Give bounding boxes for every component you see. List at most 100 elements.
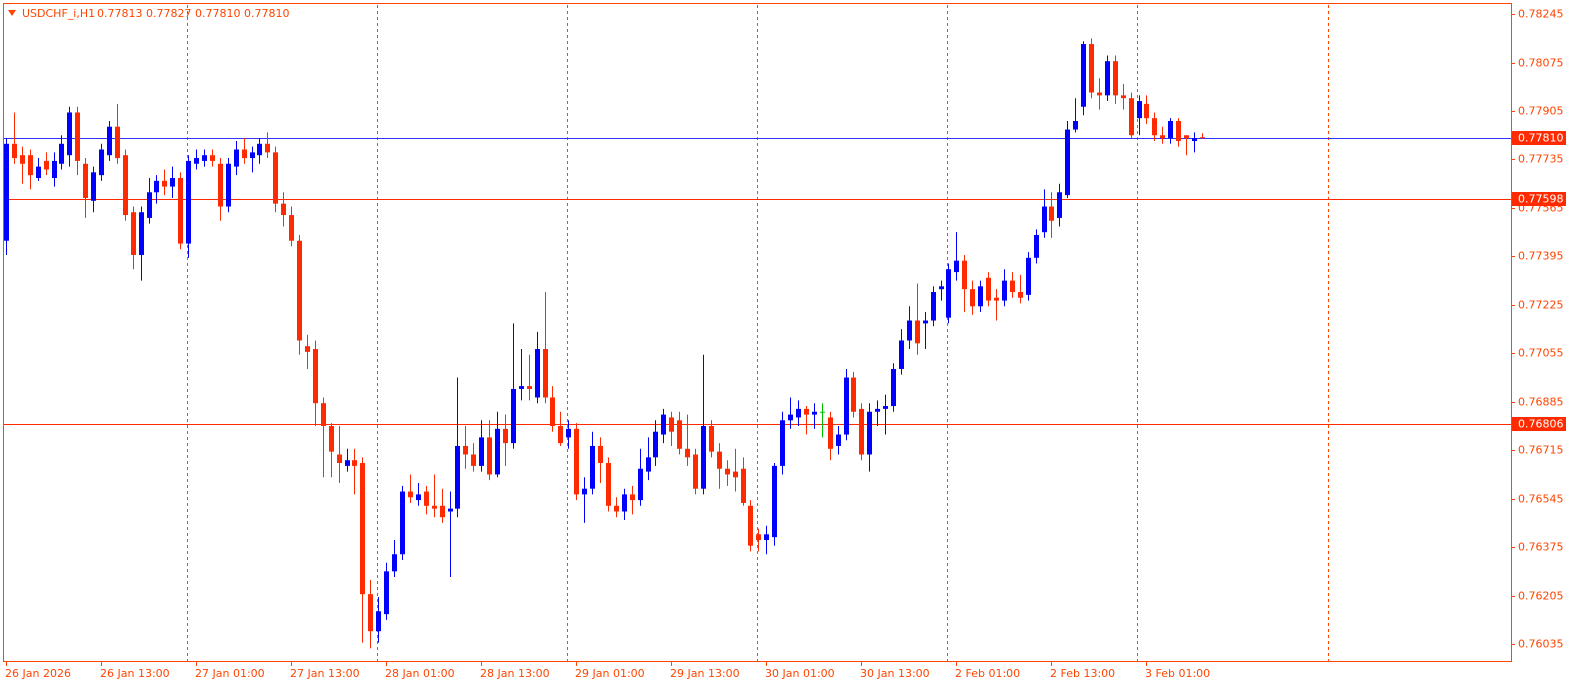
candle-body: [360, 463, 365, 595]
candle-body: [376, 611, 381, 632]
candle-body: [1049, 206, 1054, 221]
price-box: [1512, 192, 1566, 206]
candle-body: [923, 320, 928, 324]
candle-body: [1065, 129, 1070, 196]
candle-body: [162, 180, 167, 187]
candle-body: [392, 554, 397, 572]
candle-body: [836, 434, 841, 446]
candle-body: [733, 471, 738, 478]
candle-body: [210, 155, 215, 161]
candle-body: [661, 414, 666, 435]
x-tick-label: 27 Jan 01:00: [195, 667, 265, 680]
candle-body: [1089, 44, 1094, 93]
x-tick-label: 29 Jan 13:00: [670, 667, 740, 680]
candle-body: [717, 451, 722, 469]
candle-body: [337, 454, 342, 464]
candle-body: [859, 408, 864, 455]
candle-body: [123, 155, 128, 216]
candle-body: [748, 505, 753, 546]
x-tick-label: 26 Jan 2026: [5, 667, 71, 680]
y-tick-label: 0.77735: [1518, 153, 1564, 166]
candle-body: [139, 212, 144, 255]
candle-body: [820, 411, 825, 413]
candle-body: [52, 160, 57, 179]
candle-body: [891, 368, 896, 407]
candle-body: [226, 163, 231, 207]
y-tick-label: 0.77225: [1518, 299, 1564, 312]
candle-body: [329, 425, 334, 452]
candle-body: [907, 320, 912, 341]
x-tick-label: 29 Jan 01:00: [575, 667, 645, 680]
candle-body: [297, 240, 302, 341]
candle-body: [352, 460, 357, 466]
candle-body: [1184, 135, 1189, 139]
candle-body: [709, 425, 714, 452]
candle-body: [590, 445, 595, 489]
candle-body: [780, 420, 785, 466]
candle-body: [939, 286, 944, 290]
candle-body: [931, 292, 936, 321]
x-tick-label: 30 Jan 13:00: [860, 667, 930, 680]
candle-body: [582, 488, 587, 495]
candle-body: [915, 320, 920, 344]
candle-body: [1026, 257, 1031, 295]
x-tick-label: 28 Jan 01:00: [385, 667, 455, 680]
candle-body: [1042, 206, 1047, 233]
x-tick-label: 2 Feb 13:00: [1050, 667, 1115, 680]
candle-body: [154, 180, 159, 193]
candle-body: [543, 349, 548, 398]
candle-body: [1010, 280, 1015, 293]
candle-body: [455, 445, 460, 509]
y-tick-label: 0.78075: [1518, 57, 1564, 70]
candle-body: [4, 143, 9, 241]
candle-body: [305, 346, 310, 352]
candle-body: [535, 349, 540, 398]
candle-body: [558, 425, 563, 444]
candle-body: [99, 149, 104, 176]
candle-body: [91, 172, 96, 201]
x-tick-label: 27 Jan 13:00: [290, 667, 360, 680]
candle-body: [669, 417, 674, 432]
candle-body: [519, 386, 524, 389]
candle-body: [131, 212, 136, 255]
candle-body: [1073, 121, 1078, 130]
candle-body: [424, 491, 429, 506]
x-tick-label: 26 Jan 13:00: [100, 667, 170, 680]
candle-body: [408, 491, 413, 498]
candle-body: [566, 428, 571, 438]
candle-body: [28, 155, 33, 176]
candle-body: [978, 286, 983, 307]
price-box-label: 0.77810: [1518, 132, 1564, 145]
candle-body: [313, 349, 318, 404]
candle-body: [1113, 61, 1118, 96]
candle-body: [1129, 98, 1134, 136]
candle-body: [638, 468, 643, 501]
candle-body: [1057, 192, 1062, 218]
candle-body: [685, 448, 690, 458]
candle-body: [844, 377, 849, 435]
candle-body: [487, 437, 492, 475]
candle-body: [503, 428, 508, 444]
price-box-label: 0.76806: [1518, 418, 1564, 431]
candle-body: [899, 340, 904, 369]
candle-body: [202, 155, 207, 161]
candle-body: [440, 505, 445, 518]
candle-body: [107, 126, 112, 156]
price-box: [1512, 131, 1566, 145]
candle-body: [1144, 103, 1149, 119]
y-tick-label: 0.76715: [1518, 444, 1564, 457]
candle-body: [1121, 95, 1126, 99]
candle-body: [75, 112, 80, 161]
candle-body: [946, 269, 951, 318]
candle-body: [1081, 44, 1086, 107]
candle-body: [36, 166, 41, 179]
x-tick-label: 3 Feb 01:00: [1145, 667, 1210, 680]
candle-body: [20, 155, 25, 164]
x-tick-label: 2 Feb 01:00: [955, 667, 1020, 680]
candle-body: [400, 491, 405, 555]
candle-body: [875, 408, 880, 412]
candle-body: [574, 428, 579, 495]
candle-body: [646, 457, 651, 472]
candle-body: [622, 494, 627, 512]
